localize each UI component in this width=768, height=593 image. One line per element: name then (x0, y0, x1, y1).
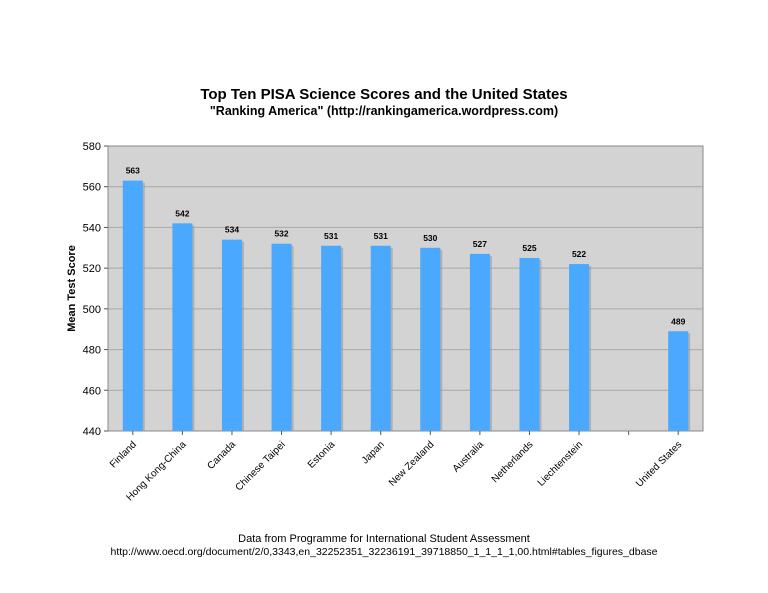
bar (221, 239, 242, 431)
bar (420, 247, 441, 431)
source-note: Data from Programme for International St… (238, 533, 530, 545)
data-label: 563 (126, 166, 140, 176)
x-tick-label: Liechtenstein (536, 439, 585, 488)
data-label: 542 (175, 208, 189, 218)
y-tick-label: 460 (83, 385, 101, 397)
x-tick-label: Finland (108, 439, 139, 470)
data-label: 522 (572, 249, 586, 259)
x-tick-label: Netherlands (490, 439, 536, 485)
data-label: 532 (274, 229, 288, 239)
x-tick-label: Estonia (306, 439, 338, 471)
source-url: http://www.oecd.org/document/2/0,3343,en… (110, 546, 658, 558)
bar (271, 243, 292, 431)
y-tick-label: 540 (83, 222, 101, 234)
bar (519, 257, 540, 431)
bar (321, 245, 342, 431)
y-tick-label: 500 (83, 304, 101, 316)
chart-title: Top Ten PISA Science Scores and the Unit… (200, 86, 568, 103)
bar (668, 331, 689, 431)
bar (469, 253, 490, 431)
data-label: 525 (522, 243, 536, 253)
x-tick-label: United States (634, 439, 684, 489)
y-tick-label: 440 (83, 426, 101, 438)
y-tick-label: 560 (83, 182, 101, 194)
data-label: 531 (374, 231, 388, 241)
y-axis-label: Mean Test Score (66, 245, 78, 332)
data-label: 489 (671, 316, 685, 326)
bar (122, 180, 143, 431)
y-tick-label: 480 (83, 345, 101, 357)
data-label: 531 (324, 231, 338, 241)
data-label: 534 (225, 225, 239, 235)
x-tick-label: Chinese Taipei (234, 439, 288, 493)
bar (172, 223, 193, 431)
bar (370, 245, 391, 431)
y-tick-label: 580 (83, 141, 101, 153)
data-label: 527 (473, 239, 487, 249)
plot-area (107, 145, 704, 432)
x-tick-label: Australia (451, 439, 487, 475)
x-tick-label: New Zealand (387, 439, 436, 488)
data-label: 530 (423, 233, 437, 243)
bar (569, 264, 590, 431)
x-tick-label: Japan (360, 439, 387, 466)
x-tick-label: Canada (206, 439, 239, 472)
y-tick-label: 520 (83, 263, 101, 275)
chart-subtitle: "Ranking America" (http://rankingamerica… (209, 104, 559, 118)
